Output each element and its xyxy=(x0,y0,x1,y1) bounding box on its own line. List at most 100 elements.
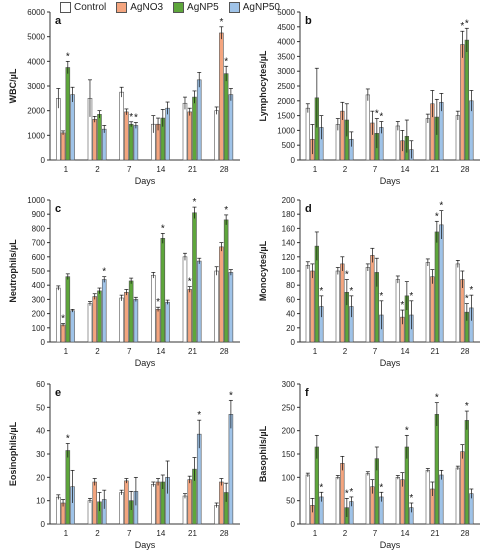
y-tick-label-b: 1000 xyxy=(277,126,295,135)
significance-star-b: * xyxy=(465,18,469,29)
y-tick-label-a: 4000 xyxy=(27,57,45,66)
bar-a-agno3-day2 xyxy=(92,119,98,161)
bar-f-control-day14 xyxy=(395,477,401,525)
bar-b-agno3-day28 xyxy=(460,44,465,161)
y-tick-label-b: 1500 xyxy=(277,112,295,121)
bar-f-control-day1 xyxy=(305,474,311,525)
y-tick-label-c: 200 xyxy=(32,310,46,319)
y-tick-label-b: 3000 xyxy=(277,67,295,76)
legend-swatch-agnp5 xyxy=(173,2,185,13)
y-tick-label-c: 300 xyxy=(32,295,46,304)
bar-d-control-day7 xyxy=(365,267,371,343)
y-tick-label-b: 0 xyxy=(291,156,296,165)
y-tick-label-e: 60 xyxy=(36,380,45,389)
bar-d-agno3-day21 xyxy=(430,276,435,343)
y-tick-label-a: 6000 xyxy=(27,8,45,17)
bar-c-agnp50-day1 xyxy=(70,310,75,343)
x-tick-label-d: 2 xyxy=(343,347,348,356)
significance-star-a: * xyxy=(66,51,70,62)
x-tick-label-c: 1 xyxy=(64,347,69,356)
bar-c-control-day21 xyxy=(182,256,188,343)
panel-letter-f: f xyxy=(305,387,309,399)
y-tick-label-f: 0 xyxy=(291,520,296,529)
bar-a-agnp5-day1 xyxy=(65,67,71,161)
panel-letter-a: a xyxy=(55,15,62,27)
x-tick-label-d: 1 xyxy=(313,347,318,356)
y-tick-label-d: 80 xyxy=(286,281,295,290)
bar-d-control-day2 xyxy=(335,270,341,343)
x-axis-label-c: Days xyxy=(135,358,156,368)
bar-f-control-day7 xyxy=(365,473,371,525)
significance-star-d: * xyxy=(345,270,349,281)
x-tick-label-a: 7 xyxy=(127,165,132,174)
bar-c-agno3-day7 xyxy=(124,291,129,343)
x-tick-label-e: 21 xyxy=(188,529,197,538)
y-tick-label-d: 200 xyxy=(282,196,296,205)
bar-e-control-day14 xyxy=(151,484,156,525)
bar-a-agno3-day21 xyxy=(187,111,193,161)
y-axis-label-d: Monocytes/µL xyxy=(258,240,268,301)
bar-c-agno3-day28 xyxy=(219,246,224,343)
x-tick-label-f: 28 xyxy=(461,529,470,538)
bar-a-agnp5-day7 xyxy=(128,123,134,161)
y-tick-label-d: 100 xyxy=(282,267,296,276)
bar-c-agnp5-day1 xyxy=(65,276,71,343)
x-tick-label-b: 7 xyxy=(373,165,378,174)
bar-e-control-day28 xyxy=(214,505,219,525)
bar-c-control-day28 xyxy=(214,270,219,343)
bar-c-agnp5-day7 xyxy=(128,280,134,343)
significance-star-d: * xyxy=(435,211,439,222)
legend-item-agnp5: AgNP5 xyxy=(173,2,219,13)
bar-a-agno3-day28 xyxy=(219,32,224,161)
y-tick-label-f: 200 xyxy=(282,427,296,436)
y-tick-label-e: 20 xyxy=(36,473,45,482)
bar-a-agnp5-day28 xyxy=(223,73,229,161)
bar-d-control-day1 xyxy=(305,265,311,343)
x-tick-label-a: 14 xyxy=(156,165,165,174)
y-tick-label-b: 2500 xyxy=(277,82,295,91)
y-tick-label-a: 2000 xyxy=(27,107,45,116)
significance-star-d: * xyxy=(465,294,469,305)
bar-b-control-day7 xyxy=(365,94,371,161)
significance-star-f: * xyxy=(379,482,383,493)
bar-c-agnp50-day28 xyxy=(228,272,234,343)
y-tick-label-c: 1000 xyxy=(27,196,45,205)
legend-swatch-agno3 xyxy=(116,2,128,13)
x-tick-label-e: 1 xyxy=(64,529,69,538)
bar-d-agno3-day1 xyxy=(310,270,315,343)
y-tick-label-e: 50 xyxy=(36,403,45,412)
significance-star-e: * xyxy=(229,390,233,401)
bar-f-control-day21 xyxy=(425,470,431,525)
bar-a-agnp50-day14 xyxy=(165,107,170,161)
legend-label-agno3: AgNO3 xyxy=(130,2,164,13)
y-tick-label-b: 5000 xyxy=(277,8,295,17)
bar-c-agno3-day21 xyxy=(187,289,193,343)
significance-star-d: * xyxy=(319,286,323,297)
bar-c-agnp50-day2 xyxy=(101,279,107,343)
significance-star-f: * xyxy=(465,401,469,412)
bar-b-control-day14 xyxy=(395,125,401,161)
y-tick-label-f: 250 xyxy=(282,403,296,412)
y-tick-label-d: 160 xyxy=(282,224,296,233)
y-tick-label-b: 4500 xyxy=(277,23,295,32)
bar-f-control-day2 xyxy=(335,477,341,525)
bar-f-agnp5-day21 xyxy=(434,414,440,525)
legend-label-agnp5: AgNP5 xyxy=(187,2,219,13)
significance-star-c: * xyxy=(102,267,106,278)
x-tick-label-d: 14 xyxy=(401,347,410,356)
significance-star-f: * xyxy=(405,425,409,436)
y-tick-label-d: 40 xyxy=(286,310,295,319)
bar-e-control-day7 xyxy=(119,492,124,525)
panel-letter-c: c xyxy=(55,203,61,215)
y-tick-label-b: 500 xyxy=(282,141,296,150)
significance-star-c: * xyxy=(224,205,228,216)
y-axis-label-b: Lymphocytes/µL xyxy=(258,50,268,121)
y-tick-label-f: 300 xyxy=(282,380,296,389)
bar-d-control-day21 xyxy=(425,262,431,343)
bar-c-control-day1 xyxy=(56,287,61,343)
bar-a-agnp50-day28 xyxy=(228,94,234,161)
bar-c-control-day14 xyxy=(151,274,156,343)
x-tick-label-e: 7 xyxy=(127,529,132,538)
bar-f-agno3-day28 xyxy=(460,451,465,525)
